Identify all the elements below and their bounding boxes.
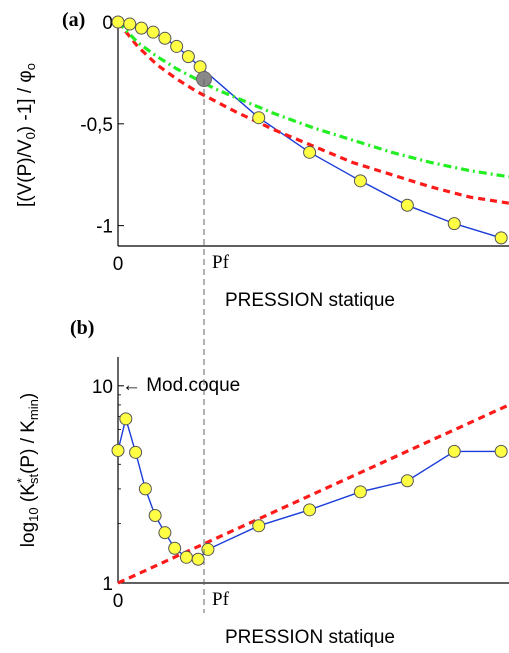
data-point (148, 508, 162, 522)
y-tick-label: 10 (92, 377, 113, 398)
x-tick-label: 0 (113, 591, 124, 612)
series-line-dashed (117, 403, 509, 585)
data-point (168, 541, 182, 555)
data-point (179, 550, 193, 564)
data-point (447, 217, 461, 231)
data-point (252, 519, 266, 533)
data-point (111, 15, 125, 29)
data-point (138, 482, 152, 496)
data-point (353, 485, 367, 499)
data-point (123, 17, 137, 31)
data-point (447, 444, 461, 458)
data-point (134, 21, 148, 35)
data-point (191, 552, 205, 566)
panel-a-y-axis-label: [(V(P)/V0) -1] / φo (15, 63, 38, 207)
svg-text:[(V(P)/V0) -1] / φo: [(V(P)/V0) -1] / φo (15, 63, 38, 207)
data-point (129, 445, 143, 459)
data-point (400, 474, 414, 488)
y-tick-label: -1 (96, 217, 113, 238)
panel-a: (a) [(V(P)/V0) -1] / φo 0-0,5-10 Pf PRESS… (15, 9, 509, 311)
data-point (193, 60, 207, 74)
svg-text:log10 (K*st(P) / Kmin): log10 (K*st(P) / Kmin) (14, 393, 41, 547)
data-point (303, 145, 317, 159)
panel-a-plot-area: 0-0,5-10 Pf (80, 13, 509, 275)
data-point (201, 542, 215, 556)
data-point (181, 50, 195, 64)
data-point (158, 526, 172, 540)
y-tick-label: 0 (102, 13, 113, 34)
pf-label: Pf (212, 252, 230, 273)
data-point (158, 31, 172, 45)
data-point (494, 231, 508, 245)
panel-b-x-axis-label: PRESSION statique (225, 627, 395, 648)
data-point (111, 443, 125, 457)
data-point (494, 444, 508, 458)
panel-a-label: (a) (62, 9, 85, 31)
y-tick-label: -0,5 (80, 115, 113, 136)
panel-b-y-axis-label: log10 (K*st(P) / Kmin) (14, 393, 41, 547)
panel-b-label: (b) (70, 317, 94, 339)
panel-b: (b) log10 (K*st(P) / Kmin) 1 10 0 ← Mod.coq… (14, 317, 509, 648)
series-line-line-markers (117, 416, 502, 560)
data-point (146, 25, 160, 39)
series-line-dashdot (116, 20, 509, 179)
panel-a-x-axis-label: PRESSION statique (225, 290, 395, 311)
annotation-mod-coque: ← Mod.coque (122, 375, 240, 396)
series-line-line-markers (117, 21, 502, 239)
data-point (252, 111, 266, 125)
data-point (353, 174, 367, 188)
data-point (303, 503, 317, 517)
pf-label: Pf (212, 589, 230, 610)
data-point (119, 412, 133, 426)
panel-b-plot-area: 1 10 0 ← Mod.coque Pf (92, 357, 509, 612)
y-tick-label: 1 (102, 574, 113, 595)
data-point (400, 198, 414, 212)
x-tick-label: 0 (113, 254, 124, 275)
data-point (170, 39, 184, 53)
